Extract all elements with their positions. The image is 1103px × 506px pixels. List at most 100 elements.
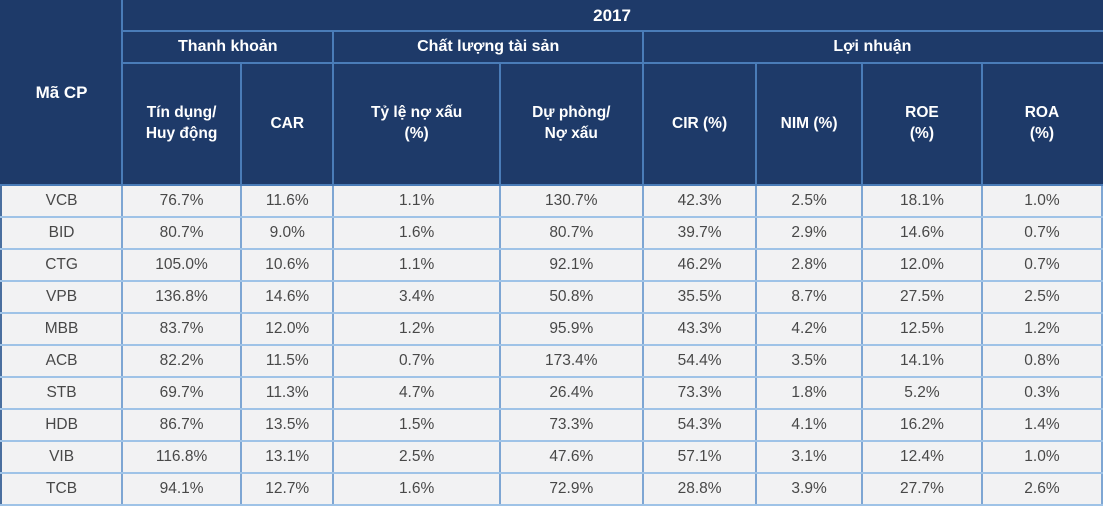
col-header-cir: CIR (%) [641, 62, 758, 186]
value-cell: 3.4% [332, 280, 501, 314]
value-cell: 1.1% [332, 248, 501, 282]
value-cell: 12.7% [240, 472, 335, 506]
ticker-cell: VCB [0, 184, 124, 218]
value-cell: 1.6% [332, 216, 501, 250]
value-cell: 47.6% [498, 440, 644, 474]
value-cell: 0.3% [980, 376, 1103, 410]
group-header-row: Thanh khoản Chất lượng tài sản Lợi nhuận [1, 30, 1103, 64]
id-column-header: Mã CP [0, 0, 124, 186]
value-cell: 1.0% [980, 184, 1103, 218]
value-cell: 11.3% [240, 376, 335, 410]
value-cell: 94.1% [121, 472, 243, 506]
value-cell: 116.8% [121, 440, 243, 474]
col-header-credit-deposit: Tín dụng/ Huy động [121, 62, 243, 186]
value-cell: 4.2% [755, 312, 863, 346]
group-header-liquidity: Thanh khoản [121, 30, 335, 64]
table-row: TCB 94.1% 12.7% 1.6% 72.9% 28.8% 3.9% 27… [0, 472, 1103, 506]
table-row: MBB 83.7% 12.0% 1.2% 95.9% 43.3% 4.2% 12… [0, 312, 1103, 346]
value-cell: 54.3% [641, 408, 758, 442]
table-row: HDB 86.7% 13.5% 1.5% 73.3% 54.3% 4.1% 16… [0, 408, 1103, 442]
ticker-cell: MBB [0, 312, 124, 346]
value-cell: 5.2% [860, 376, 983, 410]
value-cell: 35.5% [641, 280, 758, 314]
value-cell: 46.2% [641, 248, 758, 282]
value-cell: 86.7% [121, 408, 243, 442]
value-cell: 12.5% [860, 312, 983, 346]
value-cell: 1.0% [980, 440, 1103, 474]
value-cell: 28.8% [641, 472, 758, 506]
ticker-cell: STB [0, 376, 124, 410]
value-cell: 72.9% [498, 472, 644, 506]
value-cell: 2.5% [980, 280, 1103, 314]
col-header-roa: ROA (%) [980, 62, 1103, 186]
value-cell: 13.1% [240, 440, 335, 474]
ticker-cell: ACB [0, 344, 124, 378]
value-cell: 12.0% [240, 312, 335, 346]
value-cell: 82.2% [121, 344, 243, 378]
col-header-car: CAR [240, 62, 335, 186]
value-cell: 10.6% [240, 248, 335, 282]
ticker-cell: CTG [0, 248, 124, 282]
ticker-cell: TCB [0, 472, 124, 506]
table-row: VPB 136.8% 14.6% 3.4% 50.8% 35.5% 8.7% 2… [0, 280, 1103, 314]
value-cell: 0.7% [980, 248, 1103, 282]
ticker-cell: HDB [0, 408, 124, 442]
value-cell: 73.3% [641, 376, 758, 410]
value-cell: 83.7% [121, 312, 243, 346]
value-cell: 76.7% [121, 184, 243, 218]
value-cell: 12.4% [860, 440, 983, 474]
value-cell: 18.1% [860, 184, 983, 218]
value-cell: 14.1% [860, 344, 983, 378]
value-cell: 39.7% [641, 216, 758, 250]
value-cell: 50.8% [498, 280, 644, 314]
value-cell: 12.0% [860, 248, 983, 282]
value-cell: 13.5% [240, 408, 335, 442]
value-cell: 1.2% [980, 312, 1103, 346]
value-cell: 1.2% [332, 312, 501, 346]
value-cell: 2.6% [980, 472, 1103, 506]
value-cell: 26.4% [498, 376, 644, 410]
group-header-asset-quality: Chất lượng tài sản [332, 30, 644, 64]
value-cell: 2.9% [755, 216, 863, 250]
value-cell: 14.6% [860, 216, 983, 250]
table-row: STB 69.7% 11.3% 4.7% 26.4% 73.3% 1.8% 5.… [0, 376, 1103, 410]
value-cell: 3.9% [755, 472, 863, 506]
table-row: VIB 116.8% 13.1% 2.5% 47.6% 57.1% 3.1% 1… [0, 440, 1103, 474]
value-cell: 2.5% [755, 184, 863, 218]
value-cell: 11.6% [240, 184, 335, 218]
column-header-row: Tín dụng/ Huy động CAR Tỷ lệ nợ xấu (%) … [1, 62, 1103, 186]
value-cell: 1.8% [755, 376, 863, 410]
value-cell: 92.1% [498, 248, 644, 282]
value-cell: 57.1% [641, 440, 758, 474]
value-cell: 69.7% [121, 376, 243, 410]
table-row: VCB 76.7% 11.6% 1.1% 130.7% 42.3% 2.5% 1… [0, 184, 1103, 218]
value-cell: 0.7% [980, 216, 1103, 250]
value-cell: 3.1% [755, 440, 863, 474]
ticker-cell: VPB [0, 280, 124, 314]
value-cell: 73.3% [498, 408, 644, 442]
year-header: 2017 [121, 0, 1103, 32]
value-cell: 16.2% [860, 408, 983, 442]
value-cell: 1.5% [332, 408, 501, 442]
value-cell: 9.0% [240, 216, 335, 250]
value-cell: 3.5% [755, 344, 863, 378]
value-cell: 173.4% [498, 344, 644, 378]
col-header-npl-ratio: Tỷ lệ nợ xấu (%) [332, 62, 501, 186]
value-cell: 95.9% [498, 312, 644, 346]
value-cell: 1.4% [980, 408, 1103, 442]
group-header-profitability: Lợi nhuận [641, 30, 1103, 64]
value-cell: 27.7% [860, 472, 983, 506]
ticker-cell: VIB [0, 440, 124, 474]
value-cell: 130.7% [498, 184, 644, 218]
value-cell: 1.6% [332, 472, 501, 506]
value-cell: 27.5% [860, 280, 983, 314]
table-row: CTG 105.0% 10.6% 1.1% 92.1% 46.2% 2.8% 1… [0, 248, 1103, 282]
value-cell: 11.5% [240, 344, 335, 378]
table-row: BID 80.7% 9.0% 1.6% 80.7% 39.7% 2.9% 14.… [0, 216, 1103, 250]
value-cell: 0.8% [980, 344, 1103, 378]
value-cell: 2.5% [332, 440, 501, 474]
value-cell: 43.3% [641, 312, 758, 346]
ticker-cell: BID [0, 216, 124, 250]
value-cell: 4.7% [332, 376, 501, 410]
